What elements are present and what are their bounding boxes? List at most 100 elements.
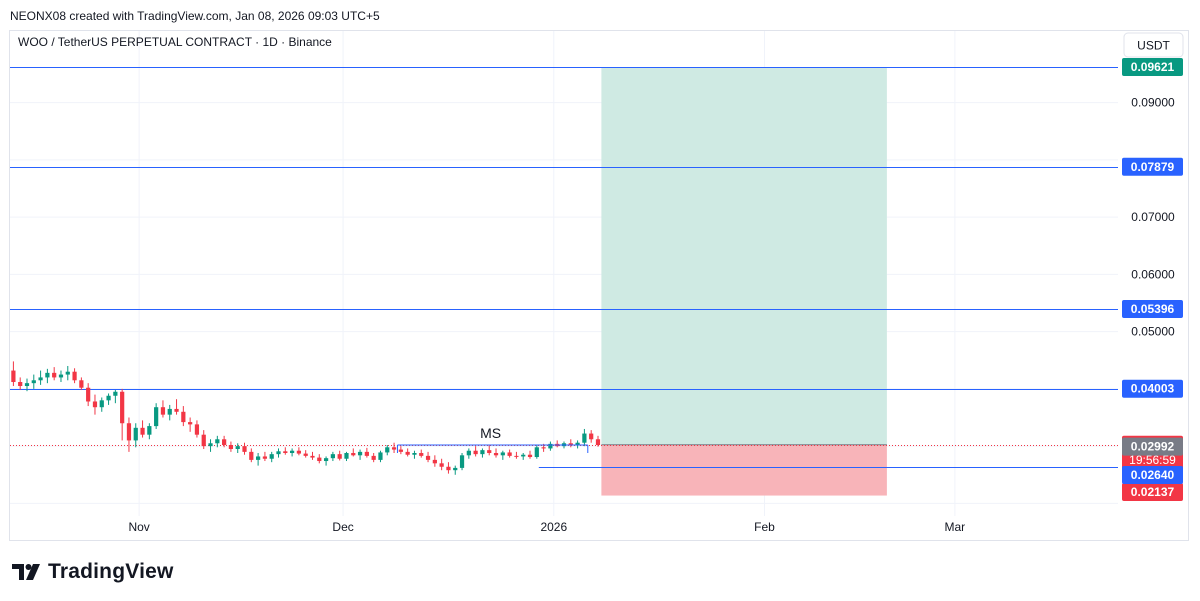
candle-body — [548, 443, 553, 449]
y-tick-label: 0.06000 — [1131, 267, 1175, 281]
candle-body — [18, 382, 23, 387]
tradingview-logo-icon — [12, 564, 40, 580]
candle-body — [283, 451, 288, 454]
level-tag-label: 0.04003 — [1131, 382, 1175, 396]
candle-body — [487, 450, 492, 454]
candle-body — [337, 454, 342, 459]
candle-body — [364, 451, 369, 456]
ms-label: MS — [480, 425, 501, 441]
candle-body — [242, 446, 247, 452]
candle-body — [371, 455, 376, 460]
candle-body — [289, 450, 295, 454]
level-tag-label: 0.05396 — [1131, 302, 1175, 316]
chart-frame[interactable] — [9, 30, 1189, 541]
candle-body — [357, 451, 363, 456]
candle-body — [92, 401, 98, 408]
candle-body — [310, 455, 315, 458]
y-tick-label: 0.07000 — [1131, 210, 1175, 224]
x-tick-label: Nov — [128, 520, 149, 534]
candle-body — [52, 372, 57, 378]
price-tag-bg — [1122, 437, 1183, 456]
level-tag-label: 0.02640 — [1131, 468, 1175, 482]
candles — [11, 361, 601, 475]
currency-button[interactable]: USDT — [1123, 32, 1184, 58]
candle-body — [86, 387, 91, 402]
candle-body — [466, 450, 471, 456]
level-tag-bg — [1122, 299, 1183, 318]
candle-body — [507, 452, 512, 456]
candle-body — [303, 453, 308, 456]
candle-body — [493, 453, 499, 456]
candle-body — [521, 454, 526, 457]
candle-body — [235, 446, 240, 450]
long-position-tool — [601, 67, 887, 496]
chart-credit: NEONX08 created with TradingView.com, Ja… — [10, 9, 380, 23]
candle-body — [99, 400, 104, 408]
candle-body — [249, 451, 254, 460]
candle-body — [38, 377, 43, 381]
candle-body — [276, 451, 281, 455]
candle-body — [425, 455, 431, 460]
candle-body — [167, 408, 172, 415]
candle-body — [154, 407, 159, 427]
chart-title: WOO / TetherUS PERPETUAL CONTRACT · 1D ·… — [18, 35, 332, 49]
candle-body — [65, 371, 70, 375]
candle-body — [480, 450, 485, 455]
candle-body — [79, 380, 84, 388]
x-tick-label: 2026 — [540, 520, 567, 534]
price-scale-tags: 0.096210.078790.053960.040030.026400.030… — [1122, 58, 1183, 501]
ms-annotation: MS — [396, 425, 589, 453]
price-tag-label: 0.02137 — [1131, 485, 1175, 499]
tradingview-logo[interactable]: TradingView — [12, 560, 174, 584]
candle-body — [405, 451, 410, 455]
candle-body — [201, 434, 206, 447]
candle-body — [527, 454, 533, 458]
candle-body — [147, 426, 152, 435]
candle-body — [453, 467, 458, 471]
candle-body — [419, 453, 424, 456]
loss-zone — [601, 444, 887, 496]
candle-body — [446, 466, 451, 471]
level-tag-label: 0.07879 — [1131, 160, 1175, 174]
level-tag-bg — [1122, 157, 1183, 176]
candle-body — [160, 407, 166, 415]
candle-body — [568, 443, 573, 445]
candle-body — [541, 447, 546, 449]
candle-body — [208, 443, 213, 447]
candle-body — [24, 383, 30, 387]
y-axis: 0.05000 0.06000 0.07000 0.09000 — [1131, 96, 1175, 339]
candle-body — [432, 459, 437, 464]
grid-lines — [10, 31, 1118, 516]
candle-body — [344, 453, 349, 459]
candle-body — [126, 423, 132, 441]
candle-body — [330, 454, 335, 459]
candle-body — [262, 456, 268, 459]
candle-body — [256, 456, 261, 460]
horizontal-levels — [10, 67, 1118, 468]
level-tag-label: 0.09621 — [1131, 60, 1175, 74]
candle-body — [11, 370, 16, 383]
candle-body — [228, 444, 234, 450]
level-tag-bg — [1122, 466, 1183, 484]
candle-body — [412, 453, 417, 455]
candle-body — [215, 439, 220, 444]
candle-body — [194, 424, 200, 435]
currency-label: USDT — [1137, 39, 1170, 53]
candle-body — [174, 408, 179, 412]
candle-body — [120, 391, 125, 424]
candle-body — [351, 453, 356, 456]
x-tick-label: Dec — [332, 520, 353, 534]
candle-body — [45, 372, 50, 378]
level-tag-bg — [1122, 58, 1183, 77]
candle-body — [582, 433, 587, 443]
candle-body — [181, 411, 186, 423]
y-tick-label: 0.09000 — [1131, 96, 1175, 110]
candle-body — [473, 450, 478, 455]
price-tag-label: 0.02992 — [1131, 440, 1175, 454]
price-tag-bg — [1122, 483, 1183, 501]
candle-body — [140, 427, 145, 435]
x-tick-label: Feb — [754, 520, 775, 534]
candle-body — [72, 371, 77, 381]
candle-body — [595, 439, 601, 445]
